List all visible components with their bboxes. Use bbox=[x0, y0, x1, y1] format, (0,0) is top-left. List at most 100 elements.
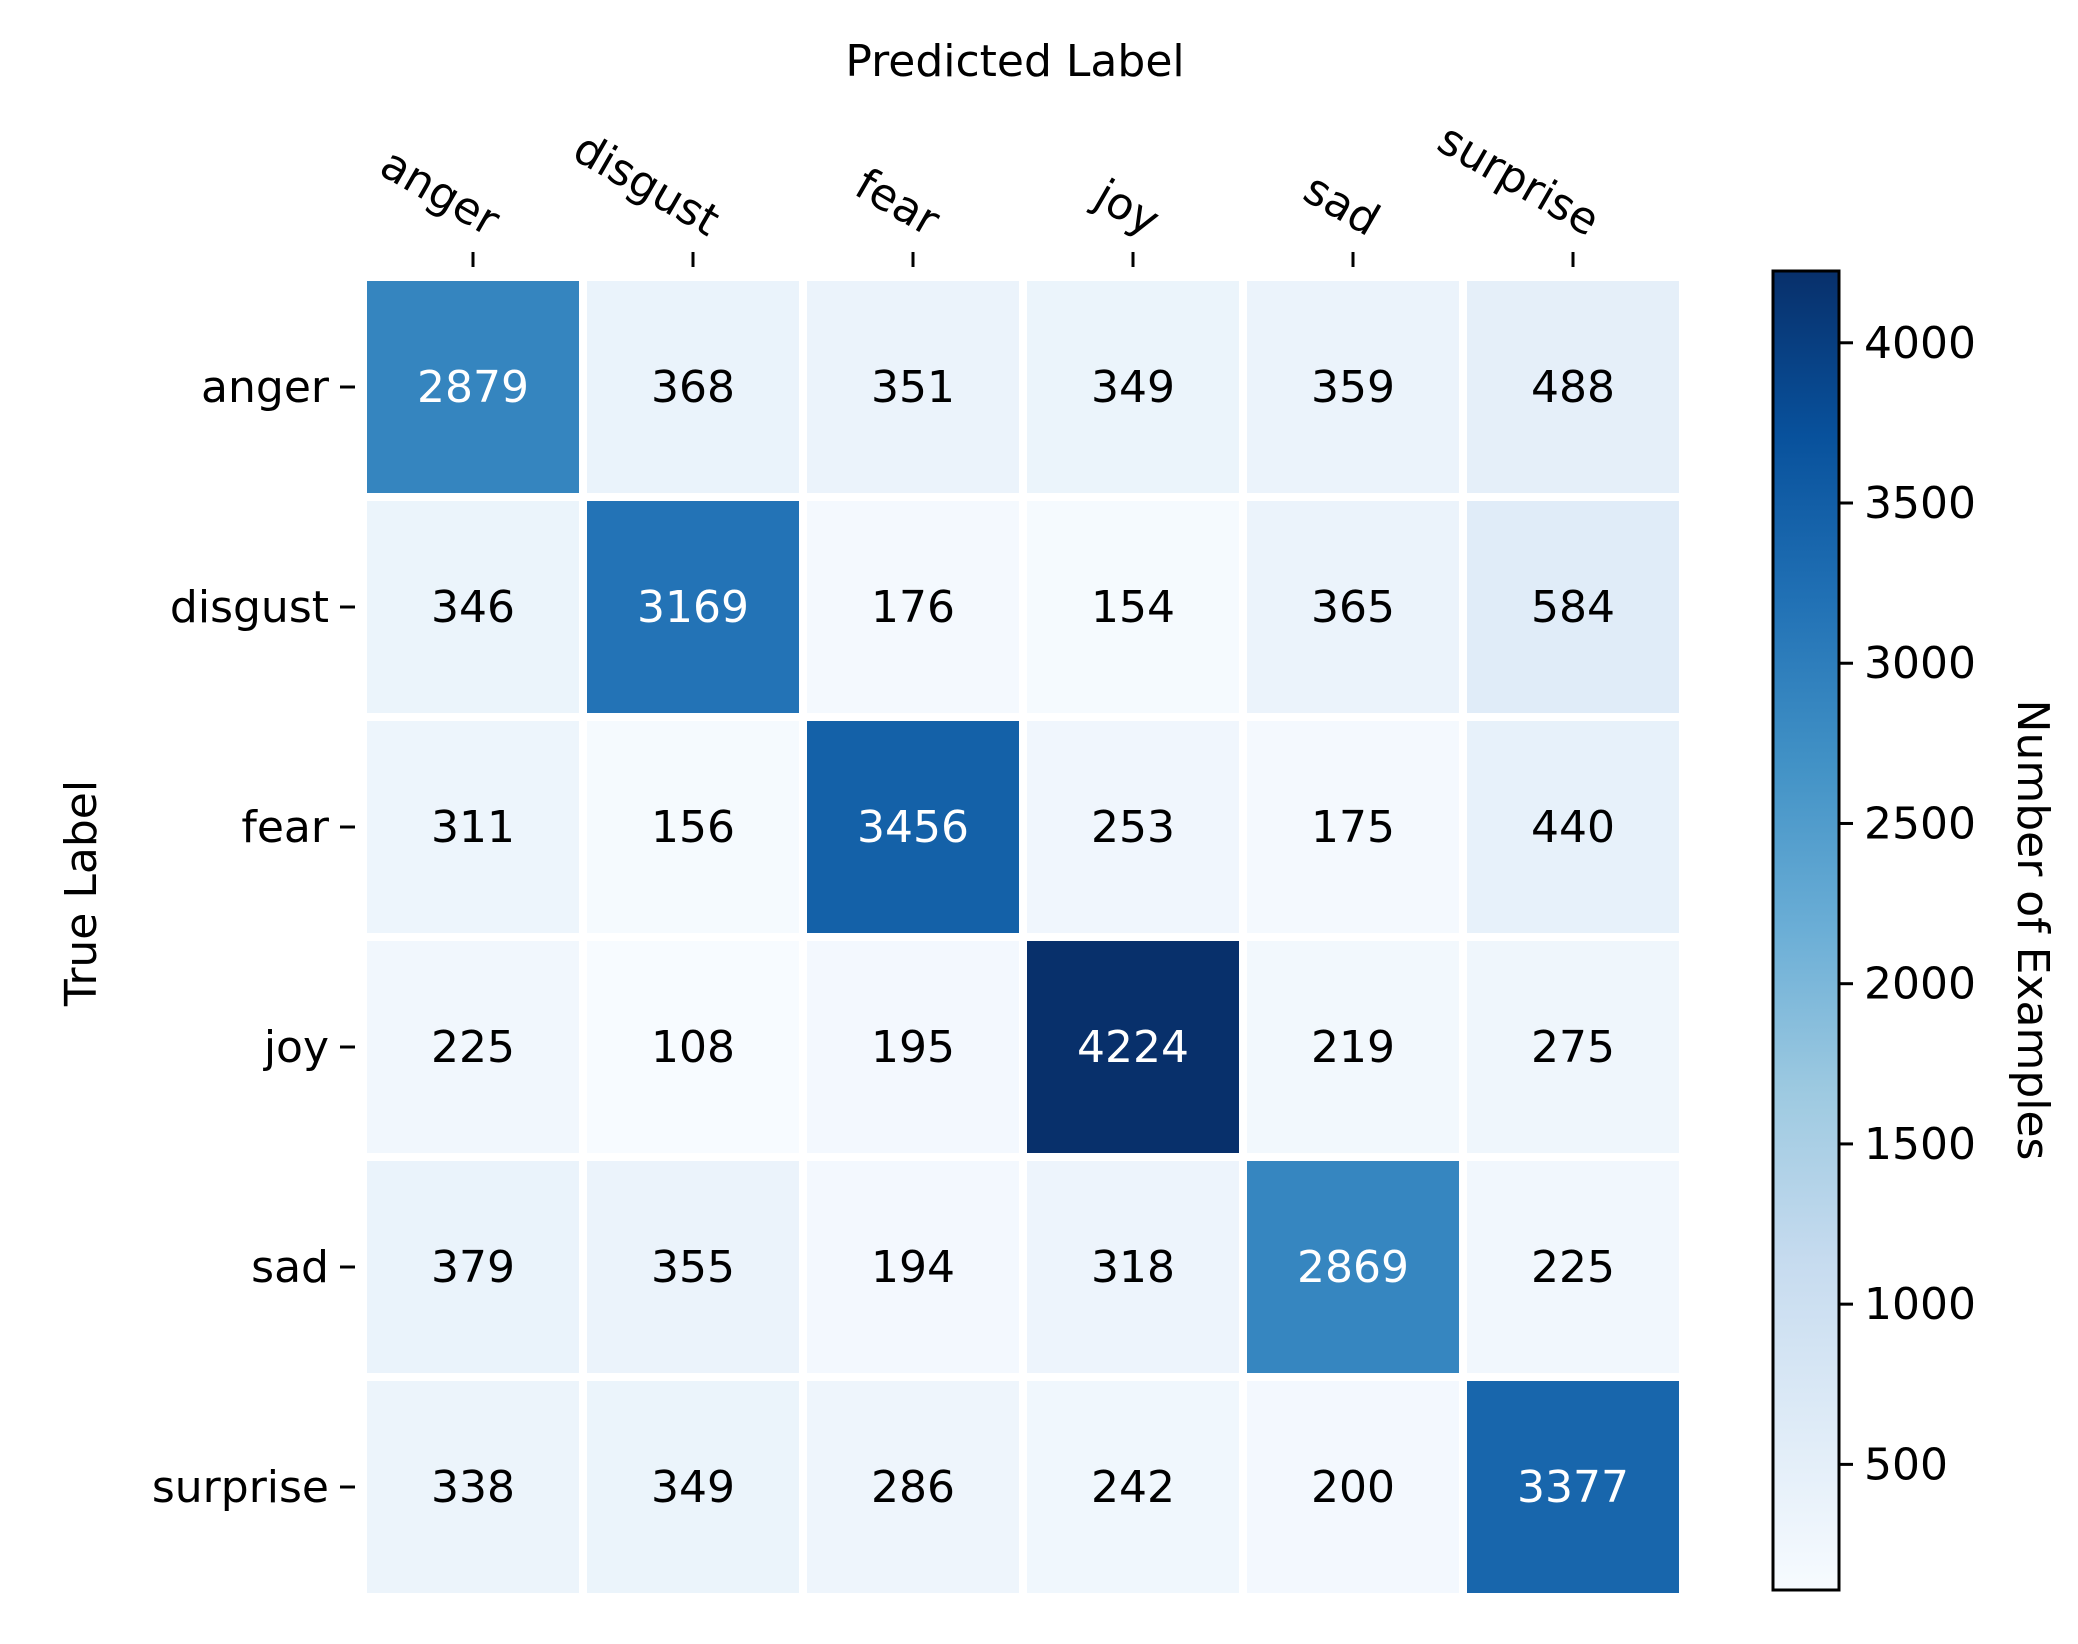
cell-value-label: 3377 bbox=[1517, 1462, 1629, 1513]
cell-value-label: 379 bbox=[431, 1242, 515, 1293]
cell-value-label: 355 bbox=[651, 1242, 735, 1293]
x-tick-label: fear bbox=[847, 159, 949, 247]
heatmap-cell bbox=[1247, 941, 1459, 1153]
colorbar: 500 1000 1500 2000 2500 3000 3500 4000 bbox=[1771, 269, 1976, 1592]
heatmap-cell bbox=[367, 281, 579, 493]
heatmap-cell bbox=[807, 281, 1019, 493]
heatmap-cell bbox=[807, 941, 1019, 1153]
colorbar-tick-label: 1500 bbox=[1864, 1119, 1976, 1170]
colorbar-tick-label: 3000 bbox=[1864, 638, 1976, 689]
heatmap-cell bbox=[1467, 501, 1679, 713]
y-tick-label: surprise bbox=[152, 1462, 329, 1513]
y-tick-label: disgust bbox=[170, 582, 329, 633]
colorbar-gradient bbox=[1771, 269, 1841, 1592]
heatmap-cell bbox=[367, 1161, 579, 1373]
cell-value-label: 359 bbox=[1311, 362, 1395, 413]
cell-value-label: 338 bbox=[431, 1462, 515, 1513]
heatmap-cell bbox=[1027, 281, 1239, 493]
heatmap-cell bbox=[1027, 941, 1239, 1153]
cell-value-label: 275 bbox=[1531, 1022, 1615, 1073]
cell-value-label: 2879 bbox=[417, 362, 529, 413]
y-axis-label: True Label bbox=[56, 780, 107, 1007]
cell-value-label: 242 bbox=[1091, 1462, 1175, 1513]
heatmap-cell bbox=[807, 1161, 1019, 1373]
y-axis-ticks: anger disgust fear joy sad surprise bbox=[152, 362, 355, 1513]
heatmap-cell bbox=[587, 941, 799, 1153]
heatmap-cell bbox=[587, 501, 799, 713]
cell-value-label: 351 bbox=[871, 362, 955, 413]
cell-value-label: 349 bbox=[1091, 362, 1175, 413]
colorbar-tick-label: 4000 bbox=[1864, 318, 1976, 369]
x-tick-label: disgust bbox=[565, 123, 728, 247]
colorbar-ticks: 500 1000 1500 2000 2500 3000 3500 4000 bbox=[1839, 318, 1976, 1490]
heatmap-cell bbox=[807, 721, 1019, 933]
heatmap-cells: 2879 368 351 349 359 488 346 3169 176 154 365 584 31… bbox=[363, 277, 1683, 1597]
y-tick-label: fear bbox=[241, 802, 330, 853]
cell-value-label: 194 bbox=[871, 1242, 955, 1293]
colorbar-tick-label: 3500 bbox=[1864, 478, 1976, 529]
heatmap-cell bbox=[367, 941, 579, 1153]
heatmap-cell bbox=[367, 1381, 579, 1593]
cell-value-label: 108 bbox=[651, 1022, 735, 1073]
cell-value-label: 346 bbox=[431, 582, 515, 633]
cell-value-label: 584 bbox=[1531, 582, 1615, 633]
heatmap-cell bbox=[1247, 281, 1459, 493]
heatmap-cell bbox=[1247, 501, 1459, 713]
cell-value-label: 349 bbox=[651, 1462, 735, 1513]
x-tick-label: sad bbox=[1295, 163, 1388, 246]
x-tick-label: surprise bbox=[1429, 114, 1608, 247]
heatmap-cell bbox=[807, 501, 1019, 713]
cell-value-label: 195 bbox=[871, 1022, 955, 1073]
heatmap-cell bbox=[367, 721, 579, 933]
colorbar-tick-label: 2000 bbox=[1864, 959, 1976, 1010]
cell-value-label: 154 bbox=[1091, 582, 1175, 633]
x-tick-label: anger bbox=[372, 138, 509, 247]
y-tick-label: anger bbox=[201, 362, 330, 413]
cell-value-label: 318 bbox=[1091, 1242, 1175, 1293]
x-tick-label: joy bbox=[1085, 169, 1168, 246]
heatmap-cell bbox=[587, 1381, 799, 1593]
colorbar-tick-label: 500 bbox=[1864, 1439, 1948, 1490]
cell-value-label: 3169 bbox=[637, 582, 749, 633]
cell-value-label: 488 bbox=[1531, 362, 1615, 413]
cell-value-label: 175 bbox=[1311, 802, 1395, 853]
x-axis-label: Predicted Label bbox=[845, 36, 1184, 87]
heatmap-cell bbox=[807, 1381, 1019, 1593]
heatmap-cell bbox=[1467, 1161, 1679, 1373]
heatmap-cell bbox=[587, 1161, 799, 1373]
heatmap-cell bbox=[1467, 1381, 1679, 1593]
y-tick-label: joy bbox=[263, 1022, 329, 1073]
colorbar-label: Number of Examples bbox=[2007, 700, 2058, 1161]
colorbar-tick-label: 1000 bbox=[1864, 1279, 1976, 1330]
heatmap-cell bbox=[1027, 721, 1239, 933]
heatmap-cell bbox=[1247, 721, 1459, 933]
heatmap-cell bbox=[367, 501, 579, 713]
cell-value-label: 253 bbox=[1091, 802, 1175, 853]
heatmap-cell bbox=[1027, 501, 1239, 713]
heatmap-cell bbox=[1467, 281, 1679, 493]
cell-value-label: 225 bbox=[1531, 1242, 1615, 1293]
cell-value-label: 368 bbox=[651, 362, 735, 413]
cell-value-label: 176 bbox=[871, 582, 955, 633]
heatmap-cell bbox=[1467, 721, 1679, 933]
heatmap-cell bbox=[1247, 1381, 1459, 1593]
heatmap-cell bbox=[1027, 1161, 1239, 1373]
cell-value-label: 3456 bbox=[857, 802, 969, 853]
heatmap-background bbox=[363, 277, 1683, 1597]
cell-value-label: 219 bbox=[1311, 1022, 1395, 1073]
cell-value-label: 4224 bbox=[1077, 1022, 1189, 1073]
cell-value-label: 286 bbox=[871, 1462, 955, 1513]
heatmap-cell bbox=[587, 721, 799, 933]
heatmap-cell bbox=[1247, 1161, 1459, 1373]
heatmap-cell bbox=[587, 281, 799, 493]
cell-value-label: 225 bbox=[431, 1022, 515, 1073]
x-axis-ticks: anger disgust fear joy sad surprise bbox=[372, 114, 1608, 267]
cell-value-label: 200 bbox=[1311, 1462, 1395, 1513]
y-tick-label: sad bbox=[251, 1242, 329, 1293]
heatmap-cell bbox=[1027, 1381, 1239, 1593]
cell-value-label: 440 bbox=[1531, 802, 1615, 853]
cell-value-label: 2869 bbox=[1297, 1242, 1409, 1293]
heatmap-cell bbox=[1467, 941, 1679, 1153]
cell-value-label: 365 bbox=[1311, 582, 1395, 633]
